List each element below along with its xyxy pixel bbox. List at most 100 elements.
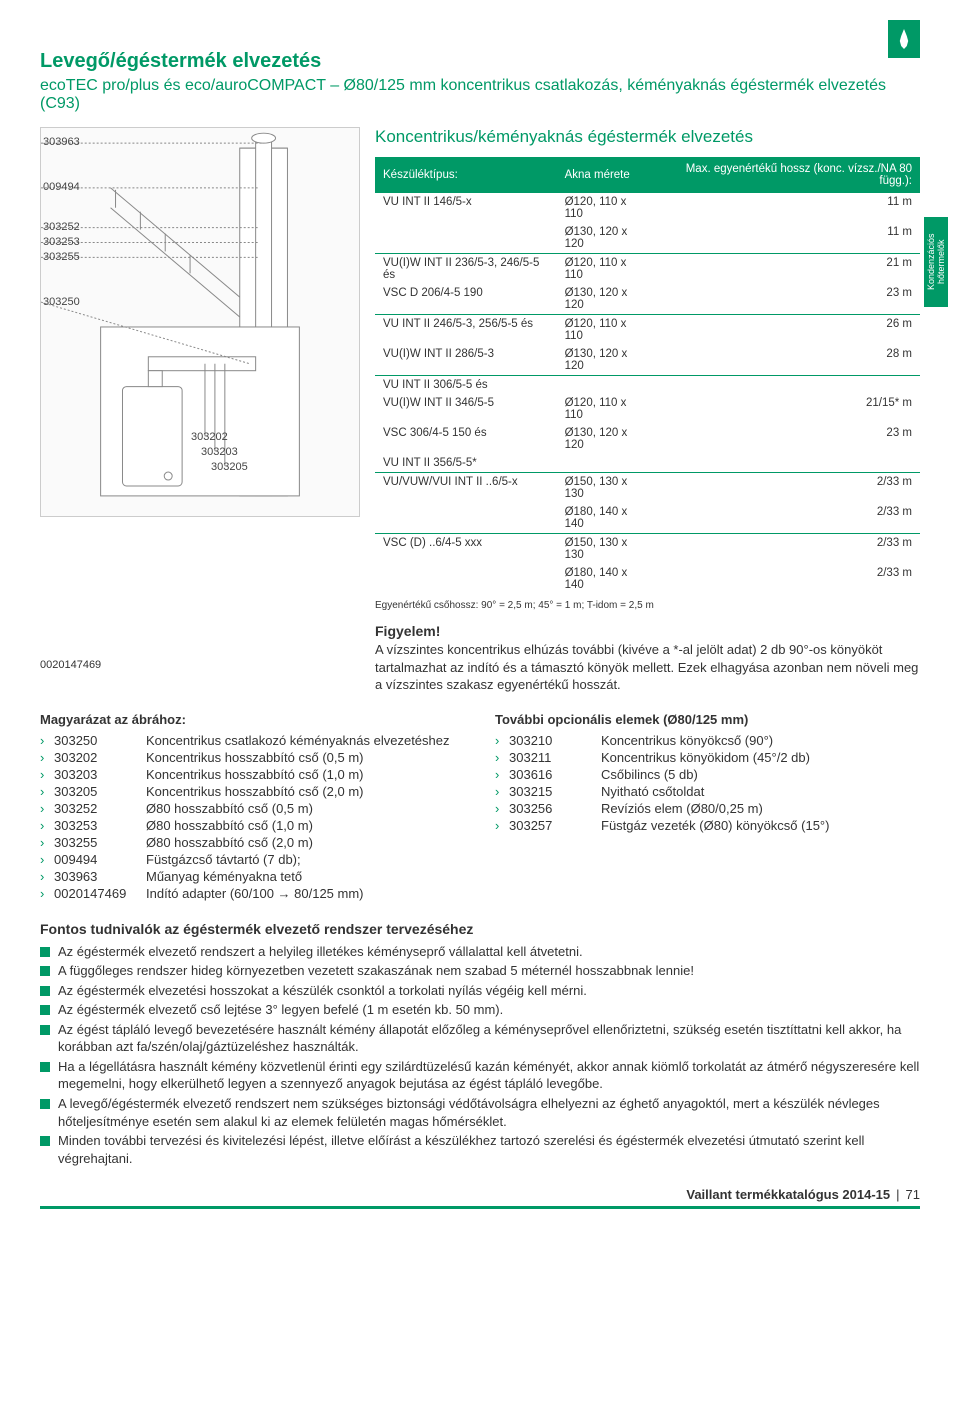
legend-code: 303252: [54, 801, 146, 816]
cell-length: 28 m: [655, 345, 921, 376]
legend-text: Koncentrikus hosszabbító cső (1,0 m): [146, 767, 364, 782]
legend-text: Ø80 hosszabbító cső (2,0 m): [146, 835, 313, 850]
cell-length: [655, 376, 921, 395]
page-subtitle: ecoTEC pro/plus és eco/auroCOMPACT – Ø80…: [40, 77, 920, 113]
square-bullet-icon: [40, 947, 50, 957]
cell-device: VU INT II 246/5-3, 256/5-5 és: [375, 315, 557, 346]
legend-item: ›303963Műanyag kéményakna tető: [40, 869, 465, 884]
bullet-item: Az égéstermék elvezető rendszert a helyi…: [40, 943, 920, 961]
cell-shaft: [557, 376, 655, 395]
legend-text: Koncentrikus csatlakozó kéményaknás elve…: [146, 733, 450, 748]
table-column: Koncentrikus/kéményaknás égéstermék elve…: [375, 127, 920, 611]
bullet-item: A levegő/égéstermék elvezető rendszert n…: [40, 1095, 920, 1130]
main-content-row: 303963 009494 303252 303253 303255 30325…: [40, 127, 920, 611]
legend-text: Indító adapter (60/100 → 80/125 mm): [146, 886, 364, 901]
caret-icon: ›: [40, 818, 54, 833]
chimney-diagram: 303963 009494 303252 303253 303255 30325…: [40, 127, 360, 517]
legend-code: 303255: [54, 835, 146, 850]
diagram-label: 303203: [201, 446, 238, 458]
table-note: Egyenértékű csőhossz: 90° = 2,5 m; 45° =…: [375, 600, 920, 611]
legend-item: ›303250Koncentrikus csatlakozó kéményakn…: [40, 733, 465, 748]
bullet-text: A függőleges rendszer hideg környezetben…: [58, 962, 694, 980]
diagram-label: 303202: [191, 431, 228, 443]
bullet-text: Az égést tápláló levegő bevezetésére has…: [58, 1021, 920, 1056]
table-row: VSC 306/4-5 150 ésØ130, 120 x 12023 m: [375, 424, 920, 454]
diagram-label: 303963: [43, 136, 80, 148]
legend-text: Műanyag kéményakna tető: [146, 869, 302, 884]
cell-length: 2/33 m: [655, 564, 921, 594]
important-title: Fontos tudnivalók az égéstermék elvezető…: [40, 921, 920, 937]
legend-item: ›303203Koncentrikus hosszabbító cső (1,0…: [40, 767, 465, 782]
diagram-label: 303205: [211, 461, 248, 473]
bullet-item: Minden további tervezési és kivitelezési…: [40, 1132, 920, 1167]
cell-shaft: Ø130, 120 x 120: [557, 345, 655, 376]
page-footer: Vaillant termékkatalógus 2014-15 | 71: [40, 1187, 920, 1209]
cell-device: VU(I)W INT II 236/5-3, 246/5-5 és: [375, 254, 557, 285]
caret-icon: ›: [40, 767, 54, 782]
th-shaft: Akna mérete: [557, 157, 655, 193]
legend-code: 009494: [54, 852, 146, 867]
cell-length: [655, 454, 921, 473]
attention-code: 0020147469: [40, 659, 101, 671]
legend-text: Csőbilincs (5 db): [601, 767, 698, 782]
th-device: Készüléktípus:: [375, 157, 557, 193]
footer-text: Vaillant termékkatalógus 2014-15: [686, 1187, 890, 1202]
cell-device: VU INT II 306/5-5 és: [375, 376, 557, 395]
cell-length: 11 m: [655, 223, 921, 254]
legend-text: Koncentrikus hosszabbító cső (0,5 m): [146, 750, 364, 765]
table-row: VU INT II 306/5-5 és: [375, 376, 920, 395]
caret-icon: ›: [495, 784, 509, 799]
table-row: VU(I)W INT II 286/5-3Ø130, 120 x 12028 m: [375, 345, 920, 376]
diagram-column: 303963 009494 303252 303253 303255 30325…: [40, 127, 360, 611]
bullet-text: Ha a légellátásra használt kémény közvet…: [58, 1058, 920, 1093]
attention-body: A vízszintes koncentrikus elhúzás tovább…: [375, 641, 920, 694]
caret-icon: ›: [40, 835, 54, 850]
caret-icon: ›: [495, 818, 509, 833]
cell-length: 26 m: [655, 315, 921, 346]
cell-length: 21 m: [655, 254, 921, 285]
legend-text: Koncentrikus könyökidom (45°/2 db): [601, 750, 810, 765]
legend-code: 303211: [509, 750, 601, 765]
legend-columns: Magyarázat az ábrához: ›303250Koncentrik…: [40, 712, 920, 903]
cell-device: [375, 503, 557, 534]
cell-length: 2/33 m: [655, 534, 921, 565]
page-title: Levegő/égéstermék elvezetés: [40, 50, 920, 73]
attention-left: 0020147469: [40, 623, 360, 694]
table-row: VU(I)W INT II 236/5-3, 246/5-5 ésØ120, 1…: [375, 254, 920, 285]
legend-text: Füstgáz vezeték (Ø80) könyökcső (15°): [601, 818, 829, 833]
legend-text: Revíziós elem (Ø80/0,25 m): [601, 801, 763, 816]
footer-separator: |: [896, 1187, 899, 1202]
cell-device: VSC 306/4-5 150 és: [375, 424, 557, 454]
caret-icon: ›: [40, 733, 54, 748]
cell-shaft: Ø120, 110 x 110: [557, 394, 655, 424]
cell-device: VU(I)W INT II 286/5-3: [375, 345, 557, 376]
caret-icon: ›: [40, 852, 54, 867]
legend-right-col: További opcionális elemek (Ø80/125 mm) ›…: [495, 712, 920, 903]
cell-shaft: [557, 454, 655, 473]
legend-item: ›303210Koncentrikus könyökcső (90°): [495, 733, 920, 748]
caret-icon: ›: [40, 750, 54, 765]
table-row: VU(I)W INT II 346/5-5Ø120, 110 x 11021/1…: [375, 394, 920, 424]
legend-text: Ø80 hosszabbító cső (0,5 m): [146, 801, 313, 816]
bullet-item: Ha a légellátásra használt kémény közvet…: [40, 1058, 920, 1093]
cell-device: VU(I)W INT II 346/5-5: [375, 394, 557, 424]
cell-device: [375, 223, 557, 254]
legend-item: ›303256Revíziós elem (Ø80/0,25 m): [495, 801, 920, 816]
bullet-item: Az égéstermék elvezető cső lejtése 3° le…: [40, 1001, 920, 1019]
legend-code: 303616: [509, 767, 601, 782]
cell-shaft: Ø150, 130 x 130: [557, 534, 655, 565]
cell-length: 2/33 m: [655, 503, 921, 534]
table-row: VU INT II 356/5-5*: [375, 454, 920, 473]
diagram-label: 009494: [43, 181, 80, 193]
legend-text: Nyitható csőtoldat: [601, 784, 704, 799]
attention-title: Figyelem!: [375, 623, 920, 639]
square-bullet-icon: [40, 1136, 50, 1146]
cell-device: VSC D 206/4-5 190: [375, 284, 557, 315]
cell-shaft: Ø130, 120 x 120: [557, 284, 655, 315]
cell-length: 11 m: [655, 193, 921, 223]
bullet-text: Az égéstermék elvezetési hosszokat a kés…: [58, 982, 587, 1000]
legend-left-title: Magyarázat az ábrához:: [40, 712, 465, 727]
legend-code: 303210: [509, 733, 601, 748]
cell-length: 23 m: [655, 284, 921, 315]
legend-item: ›303255Ø80 hosszabbító cső (2,0 m): [40, 835, 465, 850]
